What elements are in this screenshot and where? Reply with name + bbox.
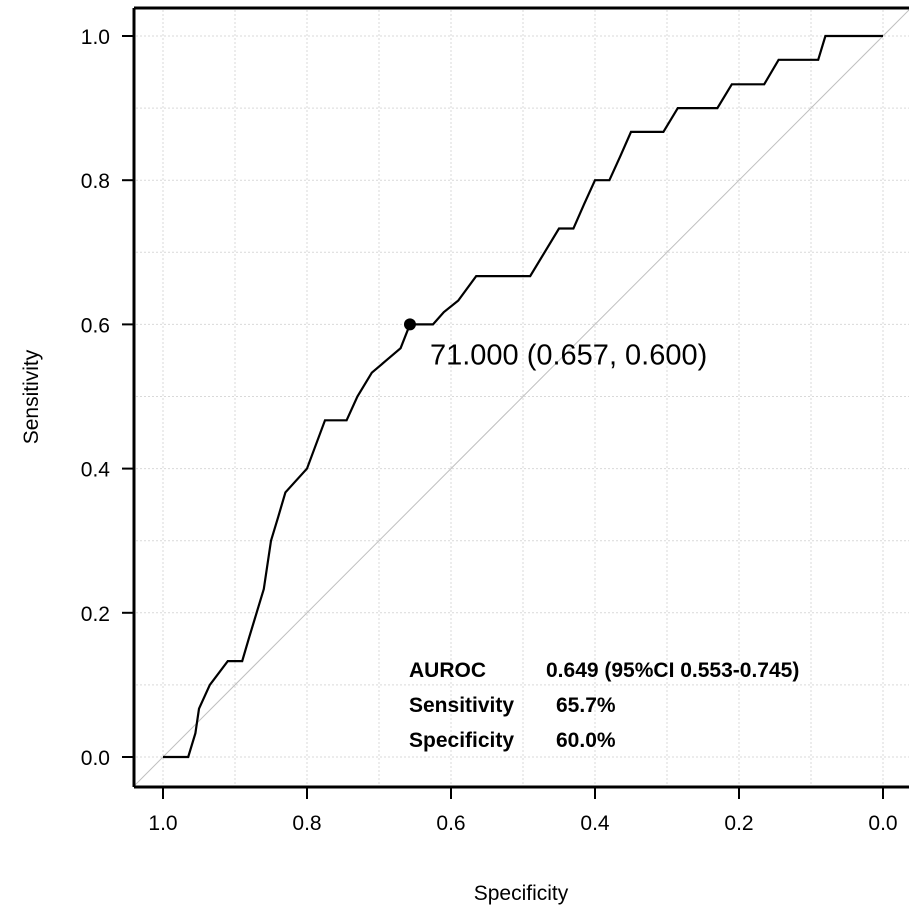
stats-box: AUROC 0.649 (95%CI 0.553-0.745) Sensitiv…	[409, 659, 799, 752]
y-tick-label: 0.6	[81, 314, 110, 337]
y-axis: 0.0 0.2 0.4 0.6 0.8 1.0	[81, 26, 134, 770]
grid	[136, 10, 909, 785]
x-tick-label: 0.4	[580, 812, 610, 835]
x-tick-label: 1.0	[148, 812, 177, 835]
specificity-value: 60.0%	[556, 729, 616, 752]
auroc-value: 0.649 (95%CI 0.553-0.745)	[546, 659, 799, 682]
y-tick-label: 0.2	[81, 603, 110, 626]
roc-curve-line	[163, 34, 883, 759]
sensitivity-value: 65.7%	[556, 694, 616, 717]
reference-diagonal-line	[133, 9, 909, 787]
y-tick-label: 0.8	[81, 170, 110, 193]
threshold-point	[403, 318, 416, 331]
x-tick-label: 0.6	[436, 812, 465, 835]
auroc-label: AUROC	[409, 659, 486, 682]
y-tick-label: 0.4	[81, 459, 111, 482]
x-axis: 1.0 0.8 0.6 0.4 0.2 0.0	[148, 787, 898, 835]
y-tick-label: 0.0	[81, 747, 110, 770]
x-tick-label: 0.0	[868, 812, 897, 835]
y-axis-title: Sensitivity	[20, 349, 43, 444]
x-axis-title: Specificity	[474, 882, 569, 905]
y-tick-label: 1.0	[81, 26, 110, 49]
x-tick-label: 0.8	[292, 812, 321, 835]
x-tick-label: 0.2	[724, 812, 753, 835]
threshold-label: 71.000 (0.657, 0.600)	[430, 339, 707, 371]
sensitivity-label: Sensitivity	[409, 694, 514, 717]
specificity-label: Specificity	[409, 729, 514, 752]
